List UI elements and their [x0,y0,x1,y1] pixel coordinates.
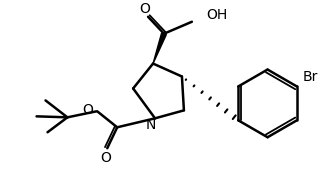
Polygon shape [153,33,166,64]
Text: O: O [140,2,150,16]
Text: N: N [146,118,156,132]
Text: OH: OH [206,8,227,22]
Text: O: O [100,151,111,165]
Text: Br: Br [303,69,318,83]
Text: O: O [82,103,93,117]
